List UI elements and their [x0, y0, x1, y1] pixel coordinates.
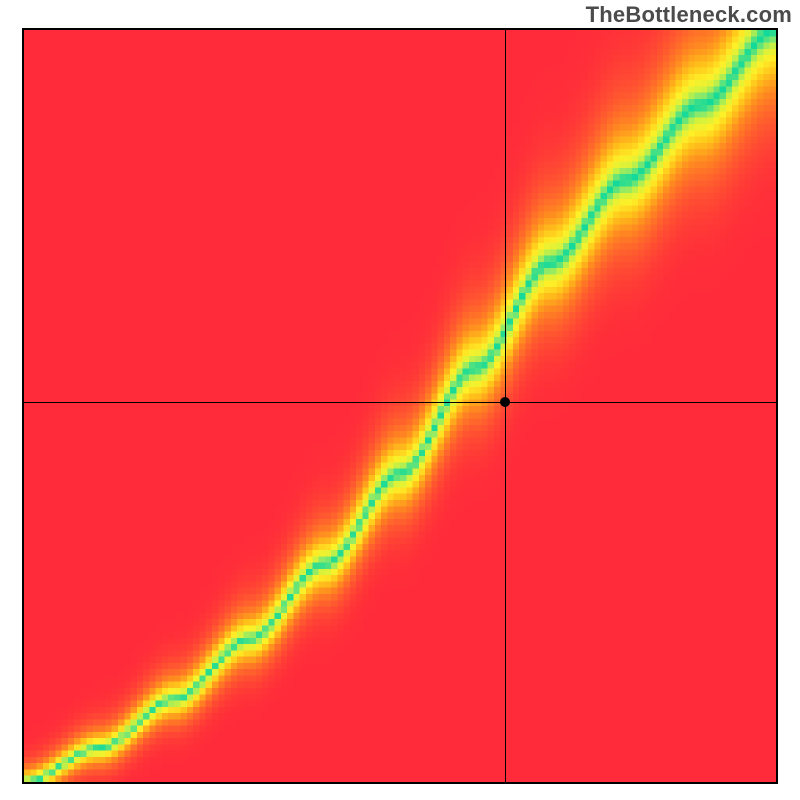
crosshair-horizontal — [24, 402, 776, 403]
figure-container: TheBottleneck.com — [0, 0, 800, 800]
watermark-text: TheBottleneck.com — [586, 2, 792, 28]
heatmap-canvas — [24, 30, 776, 782]
plot-area — [22, 28, 778, 784]
